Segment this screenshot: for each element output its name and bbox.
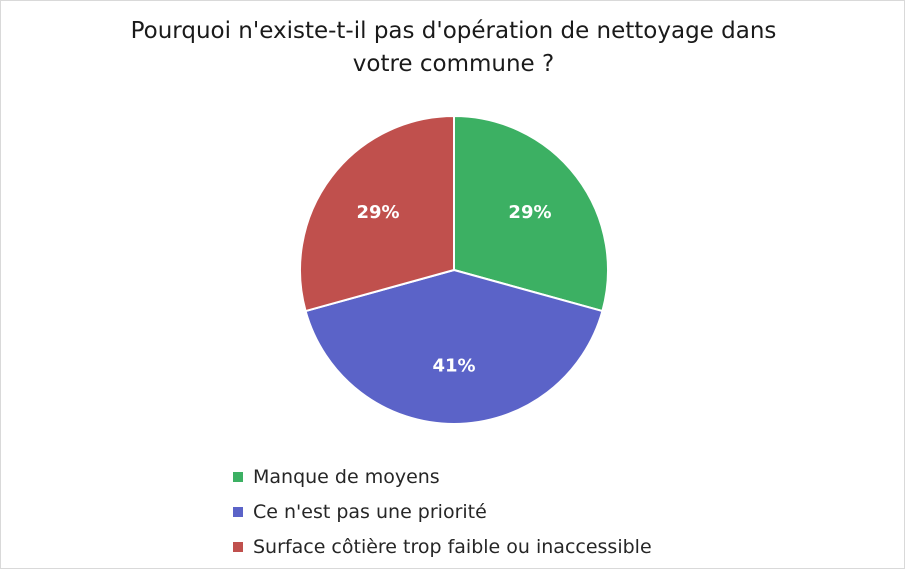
legend-swatch [233,506,243,517]
legend-label: Surface côtière trop faible ou inaccessi… [253,535,652,558]
pie-slice-label: 29% [356,202,399,223]
legend-item-surface-cotiere: Surface côtière trop faible ou inaccessi… [233,529,652,564]
chart-title: Pourquoi n'existe-t-il pas d'opération d… [61,15,846,81]
pie-slice [304,268,604,425]
legend-swatch [233,471,243,482]
legend-item-manque-de-moyens: Manque de moyens [233,459,652,494]
chart-title-line-2: votre commune ? [352,51,555,77]
legend: Manque de moyens Ce n'est pas une priori… [233,459,652,564]
pie-slice [299,114,455,313]
legend-item-pas-une-priorite: Ce n'est pas une priorité [233,494,652,529]
pie-slice [453,114,609,313]
pie-slice-label: 29% [508,202,551,223]
legend-label: Manque de moyens [253,465,440,488]
chart-title-line-1: Pourquoi n'existe-t-il pas d'opération d… [130,18,777,44]
pie-slices [299,114,609,425]
pie-labels: 29% 41% 29% [356,202,551,376]
legend-swatch [233,541,243,552]
legend-label: Ce n'est pas une priorité [253,500,487,523]
pie-slice-label: 41% [432,355,475,376]
